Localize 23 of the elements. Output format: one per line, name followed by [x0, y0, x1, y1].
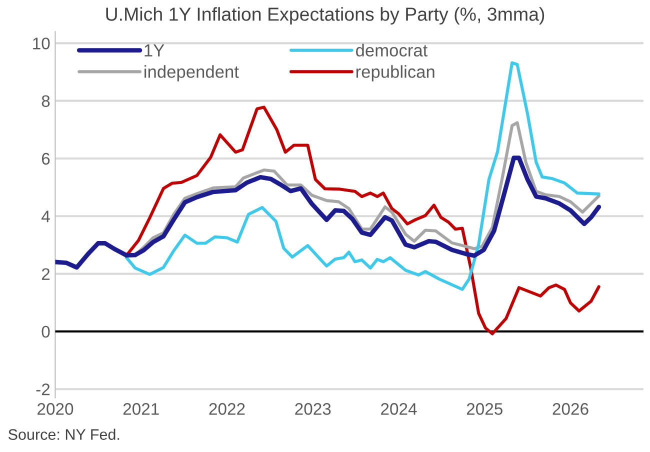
legend-label: democrat — [356, 44, 428, 57]
chart-title: U.Mich 1Y Inflation Expectations by Party (%, 3mma) — [106, 7, 544, 25]
y-tick-label: 4 — [42, 210, 50, 222]
line-series — [124, 106, 600, 336]
x-tick-label: 2024 — [381, 403, 417, 415]
x-tick-label: 2022 — [209, 403, 245, 415]
y-tick-label: 8 — [42, 95, 50, 108]
y-tick-label: -2 — [36, 384, 50, 396]
line-series — [124, 61, 600, 291]
x-tick-label: 2023 — [295, 403, 331, 415]
source-note: Source: NY Fed. — [8, 428, 120, 440]
y-tick-label: 6 — [42, 152, 50, 165]
legend-label: republican — [356, 65, 434, 82]
legend-label: independent — [144, 65, 239, 82]
y-tick-label: 2 — [42, 268, 50, 280]
x-tick-label: 2026 — [552, 403, 588, 415]
y-tick-label: 0 — [42, 326, 50, 338]
line-series — [55, 156, 602, 270]
x-tick-label: 2025 — [466, 403, 502, 415]
x-tick-label: 2021 — [123, 403, 159, 415]
y-tick-label: 10 — [33, 38, 50, 50]
x-tick-label: 2020 — [38, 403, 74, 415]
legend-label: 1Y — [144, 44, 164, 56]
